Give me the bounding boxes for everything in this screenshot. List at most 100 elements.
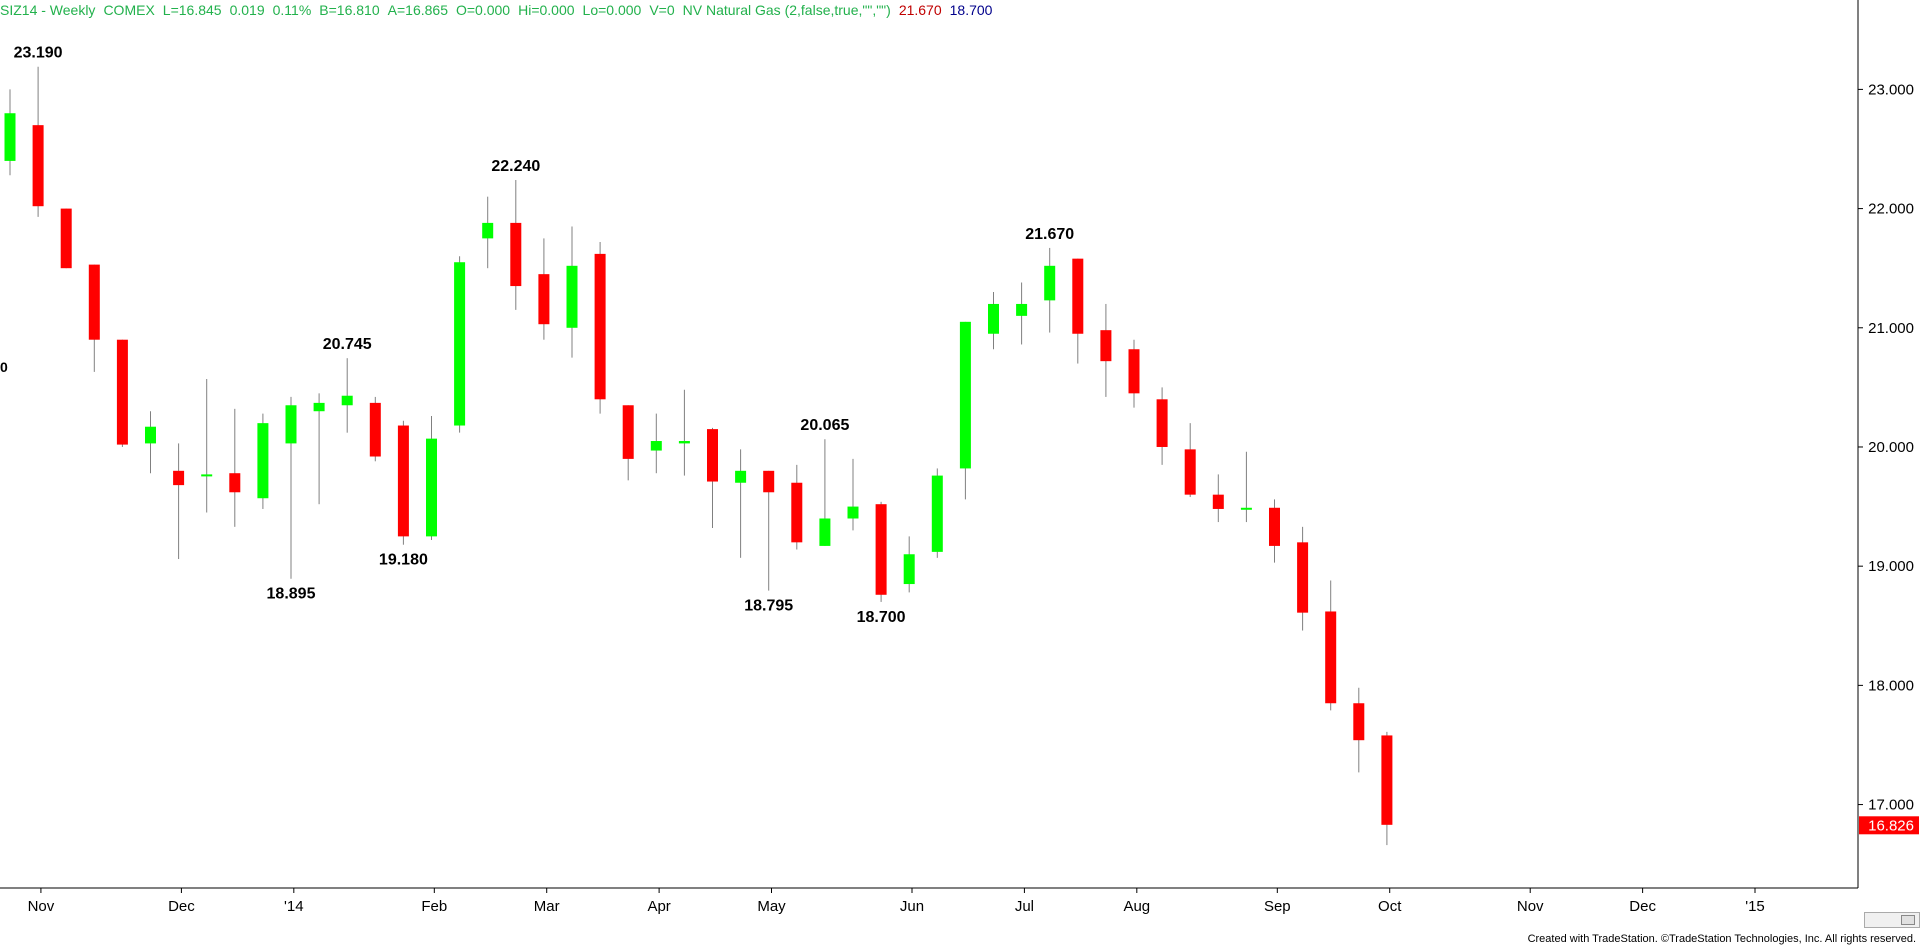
- candle: [1381, 731, 1393, 846]
- candle: [763, 470, 775, 591]
- last-price-box: [1859, 816, 1919, 835]
- candle-body-down: [369, 402, 381, 457]
- candle: [482, 196, 494, 269]
- scrollbar-thumb[interactable]: [1901, 915, 1915, 925]
- candle-body-up: [678, 441, 690, 444]
- candle-body-up: [1044, 265, 1056, 301]
- chart-frame: [0, 0, 1859, 889]
- price-label: 22.240: [491, 158, 540, 175]
- x-tick-label: '15: [1745, 898, 1765, 915]
- left-edge-value: 0: [0, 359, 8, 375]
- candle-body-down: [116, 339, 128, 445]
- x-tick-label: Aug: [1123, 898, 1150, 915]
- candle-body-down: [1381, 735, 1393, 825]
- candle-body-down: [707, 429, 718, 482]
- candle: [285, 396, 297, 579]
- candle: [1016, 282, 1028, 345]
- candle: [1269, 499, 1280, 563]
- high-label: Hi=0.000: [518, 2, 575, 18]
- change-label: 0.019: [229, 2, 265, 18]
- y-tick-label: 22.000: [1868, 201, 1914, 218]
- candle-body-down: [397, 425, 409, 537]
- candle-body-down: [32, 125, 44, 207]
- candle-body-down: [594, 253, 606, 400]
- candle-body-down: [1353, 703, 1365, 741]
- candle-body-up: [735, 470, 747, 483]
- indicator-high-value: 21.670: [898, 2, 942, 18]
- candle: [60, 208, 72, 269]
- candle-body-up: [566, 265, 578, 328]
- price-label: 20.065: [800, 417, 849, 434]
- x-tick-label: Dec: [1629, 898, 1656, 915]
- candle-body-up: [4, 113, 16, 161]
- indicator-low-value: 18.700: [949, 2, 993, 18]
- candle-body-up: [145, 426, 156, 444]
- candle: [594, 241, 606, 414]
- candle-body-up: [313, 402, 325, 412]
- candle-body-down: [88, 264, 100, 340]
- price-label: 18.895: [267, 586, 316, 603]
- candle: [650, 413, 662, 474]
- candle: [959, 321, 971, 500]
- candle: [173, 443, 185, 560]
- candle: [369, 396, 381, 462]
- candle: [1325, 580, 1337, 711]
- candle: [622, 405, 634, 481]
- candle-body-down: [510, 222, 522, 287]
- candle-body-down: [1156, 399, 1168, 447]
- candle-body-up: [959, 321, 971, 469]
- x-tick-label: Jul: [1015, 898, 1034, 915]
- candle-body-down: [875, 504, 887, 595]
- candle-body-down: [763, 470, 775, 493]
- candle-body-down: [229, 473, 241, 493]
- candle: [1297, 526, 1309, 631]
- candle-body-down: [1212, 494, 1224, 509]
- candle-body-up: [482, 222, 494, 239]
- candle-body-up: [454, 262, 466, 426]
- candle: [397, 420, 409, 545]
- candle-body-up: [988, 303, 999, 334]
- candle-body-down: [1072, 258, 1084, 334]
- candle: [1240, 451, 1252, 523]
- candle: [510, 179, 522, 310]
- last-price-value: 16.826: [1868, 817, 1914, 834]
- candle: [201, 379, 213, 513]
- x-tick-label: Apr: [647, 898, 670, 915]
- candle-body-up: [650, 441, 662, 451]
- ask-label: A=16.865: [387, 2, 448, 18]
- y-tick-label: 21.000: [1868, 320, 1914, 337]
- candle: [931, 468, 943, 558]
- y-tick-label: 20.000: [1868, 439, 1914, 456]
- candle: [678, 389, 690, 476]
- candle-body-down: [622, 405, 634, 459]
- candle: [313, 393, 325, 505]
- volume-label: V=0: [649, 2, 675, 18]
- indicator-name: NV Natural Gas (2,false,true,"",""): [682, 2, 891, 18]
- candle: [566, 226, 578, 358]
- price-label: 20.745: [323, 336, 372, 353]
- x-tick-label: May: [757, 898, 786, 915]
- candles-group: [4, 66, 1393, 846]
- candle-body-up: [341, 395, 353, 406]
- y-tick-label: 19.000: [1868, 558, 1914, 575]
- candle-body-up: [285, 405, 297, 444]
- price-label: 21.670: [1025, 226, 1074, 243]
- x-tick-label: Nov: [1517, 898, 1544, 915]
- horizontal-scrollbar[interactable]: [1864, 912, 1920, 928]
- price-label: 23.190: [14, 45, 63, 62]
- candle: [257, 413, 269, 509]
- candle: [229, 408, 241, 527]
- x-tick-label: Sep: [1264, 898, 1291, 915]
- low-label: Lo=0.000: [582, 2, 642, 18]
- candle: [847, 458, 859, 531]
- x-tick-label: Mar: [534, 898, 560, 915]
- candle: [1156, 387, 1168, 465]
- candle-body-up: [426, 438, 437, 537]
- candle: [1128, 339, 1140, 408]
- candle: [454, 256, 466, 433]
- candle-body-up: [201, 474, 213, 477]
- candle: [145, 411, 156, 474]
- candle-body-up: [1240, 507, 1252, 510]
- candle: [116, 339, 128, 447]
